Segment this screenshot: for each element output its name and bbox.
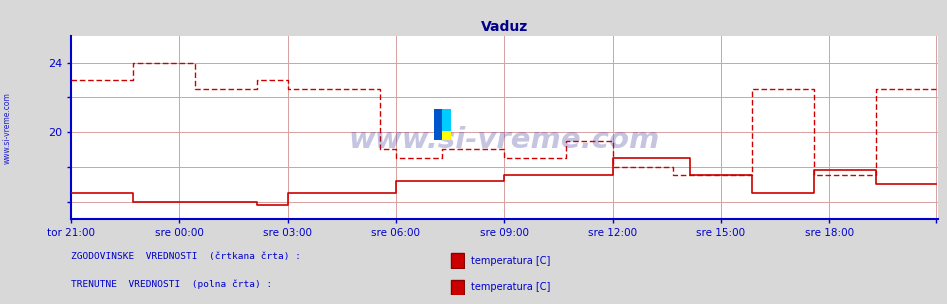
Text: TRENUTNE  VREDNOSTI  (polna črta) :: TRENUTNE VREDNOSTI (polna črta) :	[71, 279, 273, 289]
Text: ZGODOVINSKE  VREDNOSTI  (črtkana črta) :: ZGODOVINSKE VREDNOSTI (črtkana črta) :	[71, 252, 301, 261]
Text: www.si-vreme.com: www.si-vreme.com	[3, 92, 12, 164]
Text: www.si-vreme.com: www.si-vreme.com	[348, 126, 660, 154]
FancyBboxPatch shape	[451, 253, 464, 268]
Polygon shape	[442, 109, 451, 131]
FancyBboxPatch shape	[451, 280, 464, 295]
Polygon shape	[434, 109, 442, 140]
Title: Vaduz: Vaduz	[481, 20, 527, 34]
Text: temperatura [C]: temperatura [C]	[471, 282, 550, 292]
Text: temperatura [C]: temperatura [C]	[471, 256, 550, 265]
Polygon shape	[442, 109, 451, 140]
